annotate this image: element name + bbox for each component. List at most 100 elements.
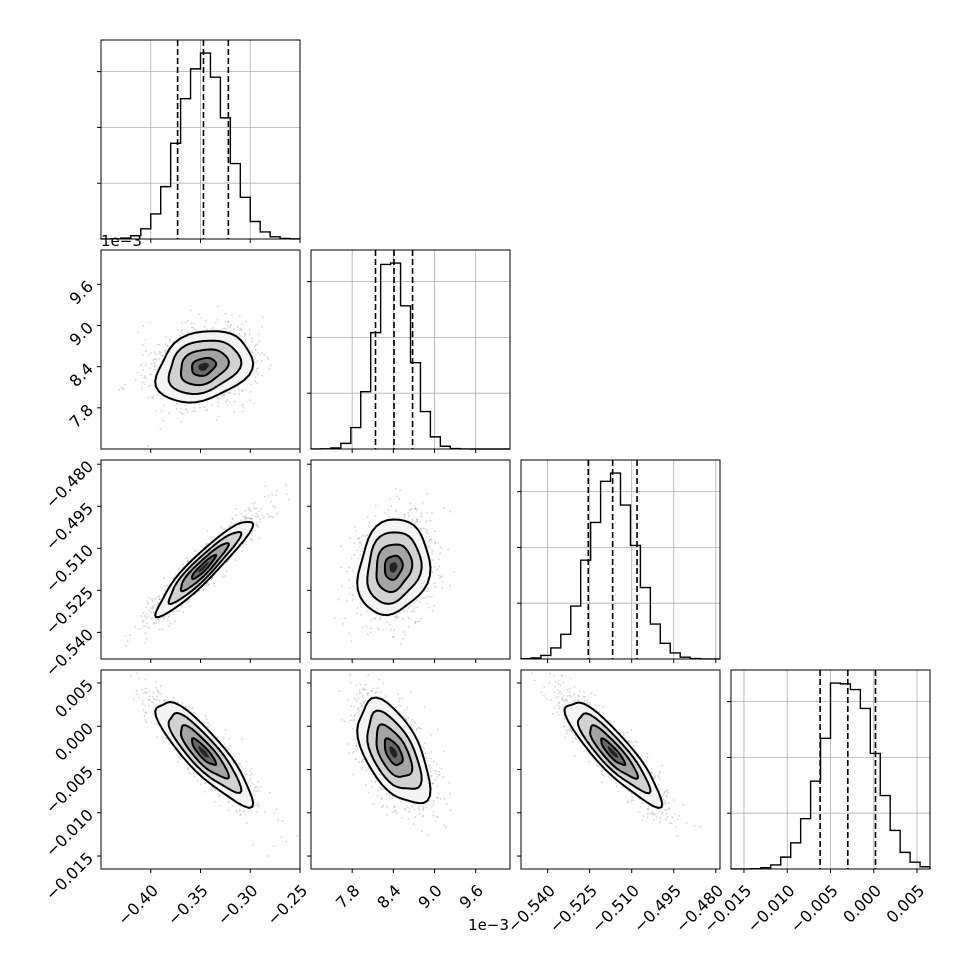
sample-point [252,351,254,354]
sample-point [402,631,405,633]
sample-point [275,808,278,810]
sample-point [416,521,419,524]
sample-point [158,343,161,346]
sample-point [158,597,161,600]
sample-point [222,528,225,530]
sample-point [182,611,185,614]
sample-point [197,313,200,315]
sample-point [149,367,151,370]
sample-point [238,389,240,392]
sample-point [233,393,236,395]
scatter-panel-3-0 [97,669,301,873]
contour-line [154,330,255,404]
sample-point [184,408,187,411]
sample-point [377,628,380,631]
sample-point [239,327,242,330]
sample-point [422,596,425,599]
sample-point [181,321,183,324]
sample-point [240,519,243,522]
sample-point [434,541,437,544]
sample-point [164,335,167,338]
sample-point [369,627,372,630]
sample-point [348,587,351,590]
sample-point [260,508,262,511]
sample-point [136,372,139,374]
sample-point [251,337,253,340]
sample-point [429,519,432,522]
sample-point [354,526,357,528]
sample-point [167,625,170,627]
contour-line [179,348,230,387]
sample-point [261,514,264,517]
sample-point [141,620,144,623]
sample-point [178,567,181,570]
sample-point [420,512,423,514]
sample-point [231,518,234,520]
sample-point [186,320,189,322]
panel-frame [310,459,511,660]
sample-point [166,345,169,347]
sample-point [143,625,145,627]
sample-point [245,516,247,519]
sample-point [416,518,419,521]
sample-point [394,615,397,618]
sample-point [287,498,290,501]
sample-point [224,729,227,732]
sample-point [246,517,249,519]
sample-point [259,518,261,521]
sample-point [255,361,257,364]
sample-point [439,545,442,548]
sample-point [407,625,410,628]
sample-point [403,516,406,518]
sample-point [177,569,180,571]
sample-point [250,510,252,512]
sample-point [388,623,391,626]
sample-point [403,514,405,516]
sample-point [206,530,209,532]
sample-point [125,644,127,647]
sample-point [255,512,258,515]
sample-point [422,527,425,530]
sample-point [393,628,396,631]
scatter-panel-2-1 [307,459,511,663]
sample-point [181,412,184,415]
sample-point [146,600,149,603]
sample-point [433,604,436,607]
sample-point [186,557,189,559]
sample-point [163,585,166,588]
sample-point [145,612,148,615]
sample-point [240,550,243,553]
sample-point [229,324,232,326]
sample-point [433,582,436,585]
sample-point [341,585,343,588]
sample-point [404,633,407,636]
sample-point [143,383,146,386]
sample-point [420,515,423,518]
sample-point [207,584,210,586]
sample-point [141,381,144,384]
sample-point [195,550,198,552]
sample-point [430,539,433,542]
sample-point [230,521,233,524]
sample-point [152,358,155,361]
sample-point [254,507,256,510]
sample-point [150,363,153,365]
sample-point [361,626,364,629]
sample-point [403,611,405,613]
sample-point [214,321,217,324]
histogram-panel-0 [97,39,301,243]
histogram-series-0 [100,52,301,240]
sample-point [414,508,416,511]
sample-point [395,495,398,498]
sample-point [154,622,157,625]
sample-point [386,621,388,623]
sample-point [140,364,142,366]
sample-point [244,773,246,775]
sample-point [255,507,258,510]
sample-point [200,588,203,590]
sample-point [434,542,436,544]
sample-point [255,524,258,527]
sample-point [200,317,203,319]
sample-point [144,678,147,681]
